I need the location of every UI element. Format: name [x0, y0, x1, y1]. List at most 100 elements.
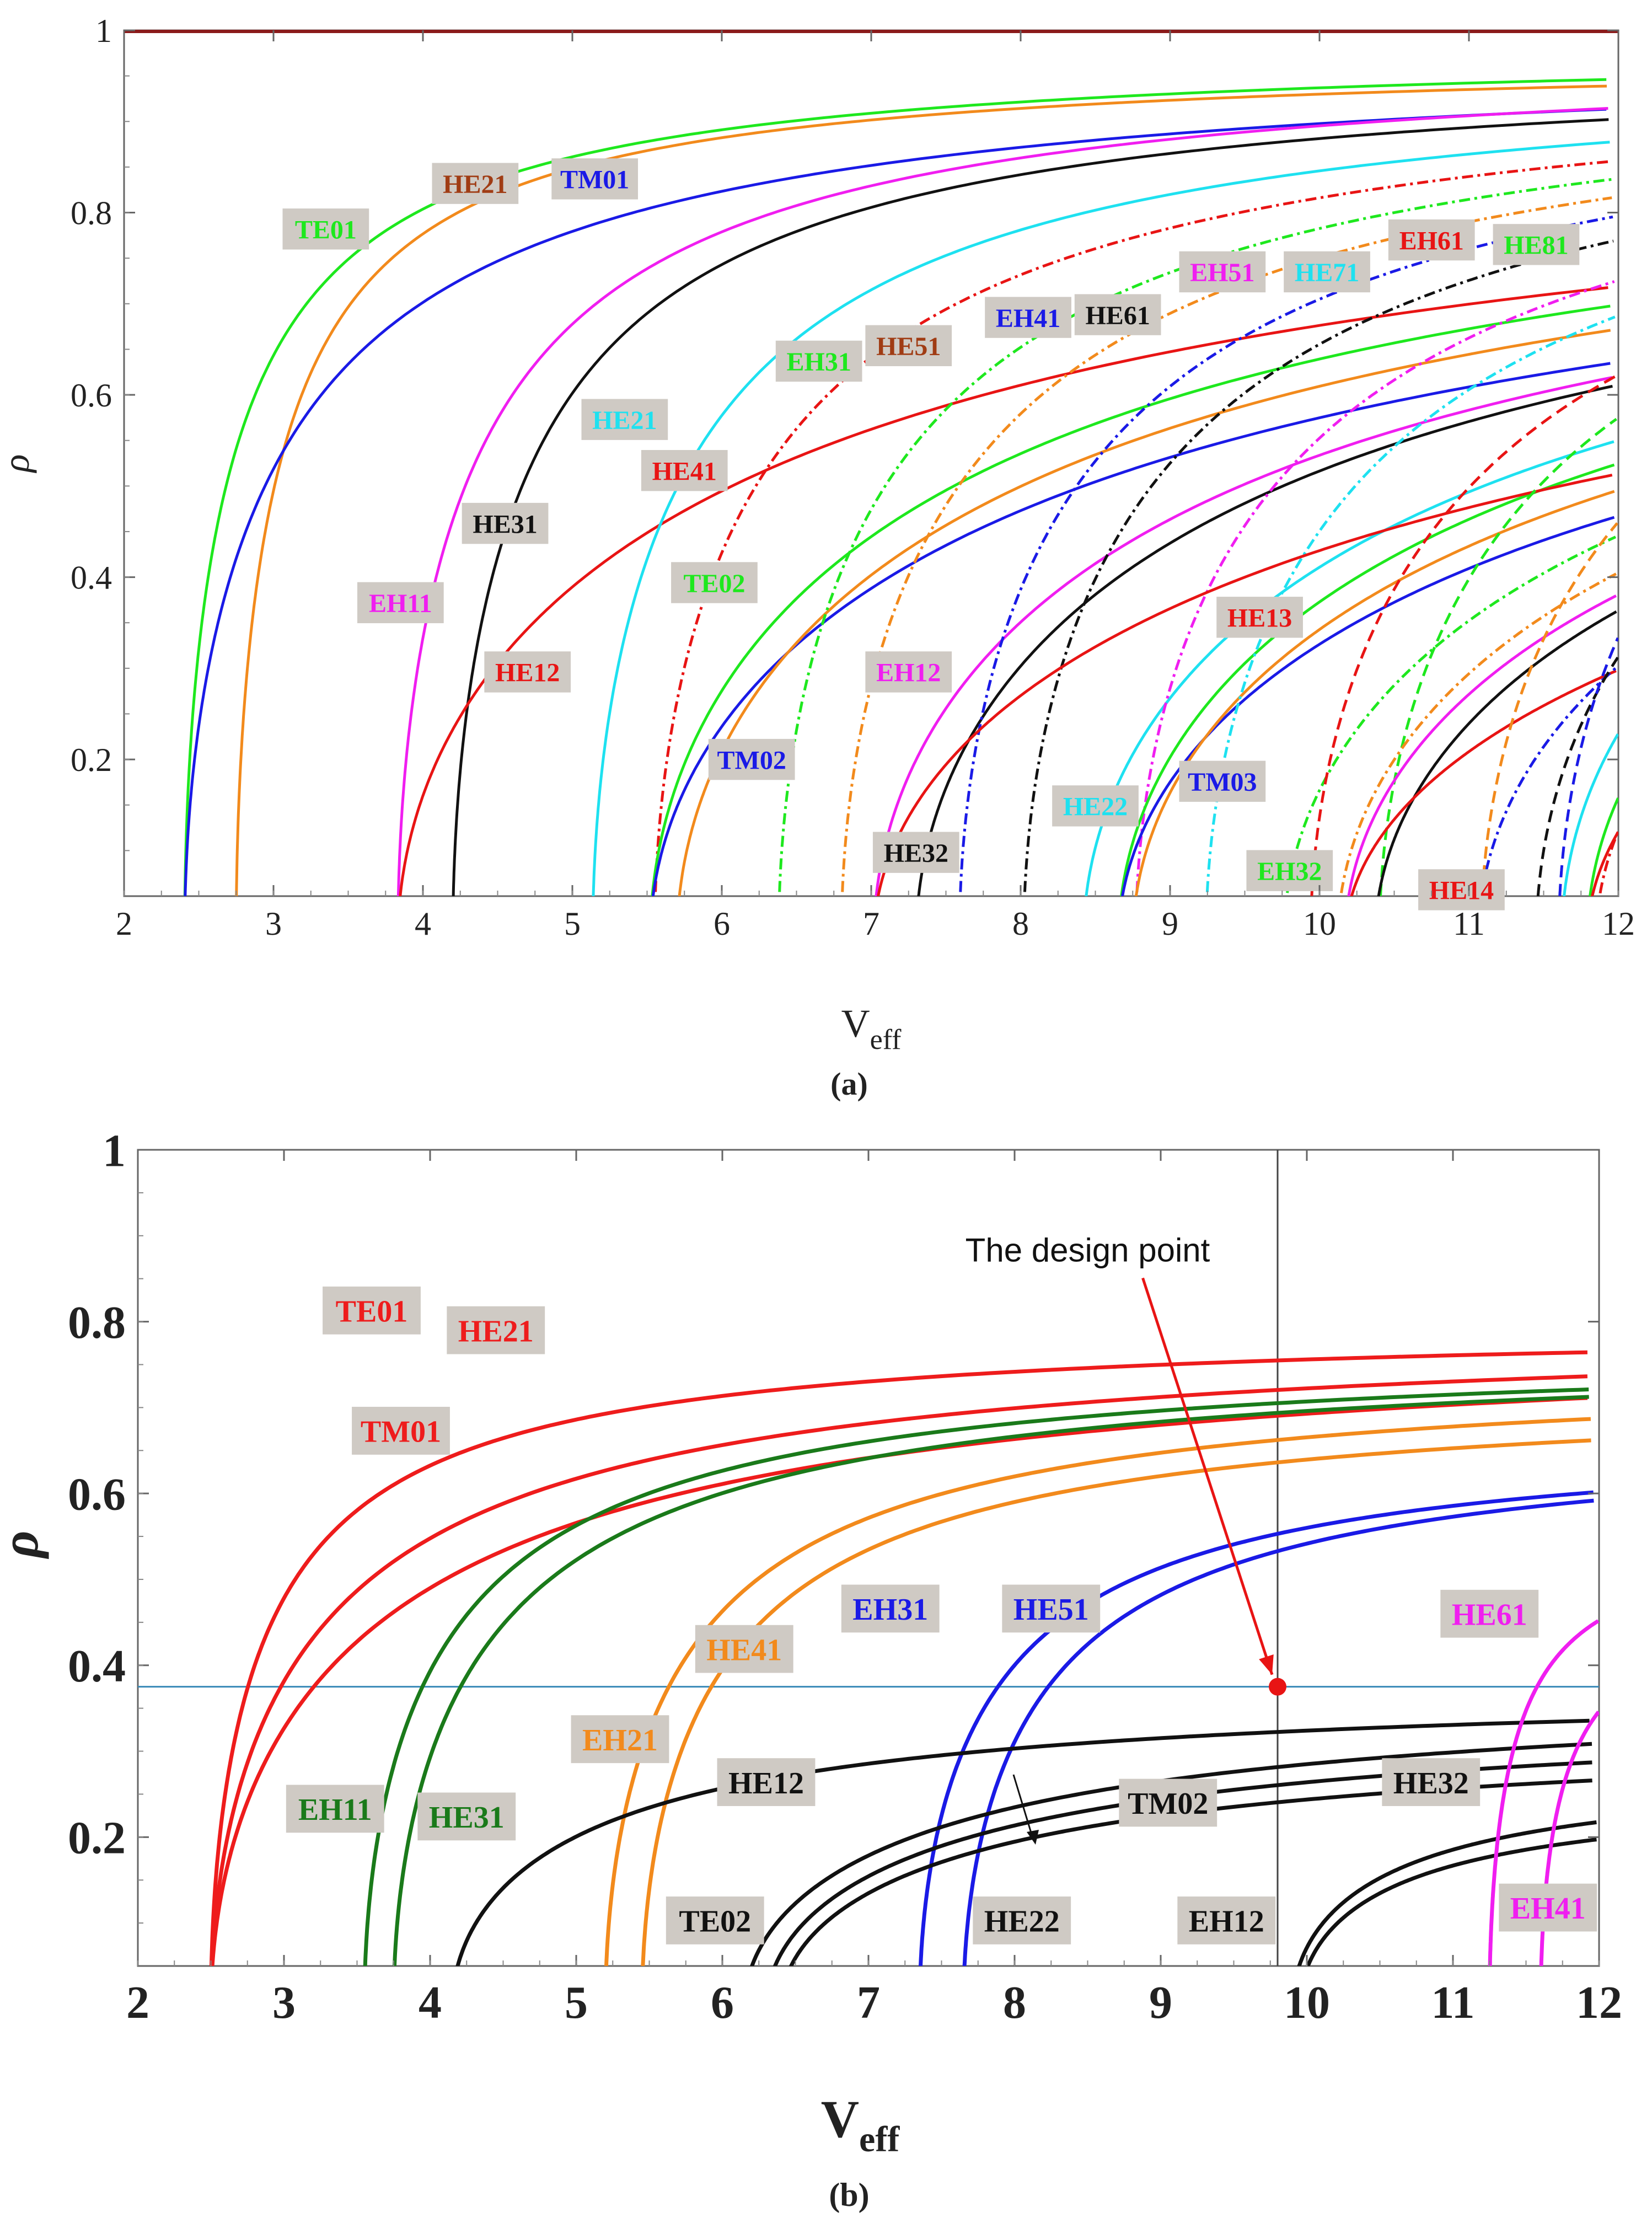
- mode-curve-tm01: [210, 1396, 1588, 1966]
- mode-label: HE51: [1002, 1584, 1101, 1633]
- mode-curve-eh31: [777, 178, 1612, 896]
- mode-curve-he22: [1085, 440, 1615, 896]
- x-tick-label: 6: [711, 1977, 734, 2028]
- mode-curve-tm03: [1121, 516, 1615, 896]
- x-tick-label: 12: [1602, 906, 1635, 942]
- mode-label: TE01: [323, 1286, 421, 1335]
- mode-label-box: [352, 1407, 450, 1455]
- mode-label-box: [1216, 597, 1303, 638]
- mode-label-text: TM03: [1188, 768, 1257, 797]
- mode-label-box: [447, 1306, 545, 1354]
- curves-b: [209, 1350, 1599, 1966]
- mode-label-box: [1179, 251, 1266, 293]
- mode-curve-eh11: [363, 1387, 1589, 1966]
- x-tick-label: 10: [1303, 906, 1336, 942]
- mode-label-box: [1284, 251, 1370, 293]
- mode-label-text: TE01: [295, 216, 357, 245]
- mode-label-box: [1499, 1883, 1597, 1932]
- mode-label: HE81: [1493, 224, 1580, 265]
- design-point-arrowhead: [1259, 1654, 1274, 1675]
- mode-label-text: EH51: [1190, 258, 1254, 287]
- y-tick-label: 0.4: [71, 560, 112, 596]
- mode-label: HE32: [1382, 1758, 1481, 1807]
- plot-area-a: [123, 29, 1619, 897]
- mode-label-box: [282, 208, 369, 250]
- mode-label: HE51: [865, 325, 952, 367]
- mode-label-box: [695, 1625, 793, 1673]
- mode-curve-he21: [210, 1374, 1588, 1966]
- mode-label: HE71: [1284, 251, 1370, 293]
- mode-curve-eh23: [1598, 831, 1618, 896]
- mode-curve-tm04: [1591, 831, 1618, 896]
- x-tick-label: 7: [863, 906, 879, 942]
- mode-curve-te01: [209, 1350, 1587, 1966]
- mode-label: HE21: [447, 1306, 545, 1354]
- mode-label-text: EH11: [369, 589, 432, 618]
- x-tick-label: 4: [415, 906, 431, 942]
- mode-curve-he71: [1205, 315, 1616, 896]
- mode-curve-he41: [641, 1438, 1591, 1966]
- x-tick-label: 2: [116, 906, 132, 942]
- mode-label-text: HE71: [1295, 258, 1359, 287]
- mode-label-box: [323, 1286, 421, 1335]
- x-axis-title-a: Veff: [841, 1001, 902, 1056]
- x-tick-label: 3: [265, 906, 282, 942]
- mode-label: TM03: [1179, 760, 1266, 802]
- mode-label-box: [973, 1896, 1071, 1944]
- mode-label-text: HE31: [473, 510, 537, 539]
- mode-label: EH21: [571, 1715, 669, 1764]
- mode-label-text: HE81: [1504, 231, 1568, 260]
- he22-pointer-head: [1027, 1830, 1039, 1845]
- mode-labels-a: TE01 HE21 TM01 EH11 HE31 HE12 HE21 HE41 TE02 TM02…: [282, 158, 1580, 910]
- mode-label: EH41: [1499, 1883, 1597, 1932]
- mode-label-text: HE32: [1393, 1766, 1469, 1801]
- mode-curve-he51: [962, 1498, 1594, 1966]
- mode-curve-he32: [917, 384, 1613, 896]
- design-point-marker: [1269, 1678, 1286, 1696]
- mode-label-text: TM01: [560, 165, 629, 195]
- mode-curve-eh13: [1347, 594, 1617, 896]
- mode-label-text: TE02: [679, 1905, 751, 1939]
- mode-label-text: EH31: [852, 1593, 928, 1627]
- mode-label-box: [865, 325, 952, 367]
- y-axis-title-b: ρ: [0, 1530, 49, 1559]
- mode-label: HE41: [641, 450, 728, 491]
- y-tick-label: 1: [95, 13, 112, 49]
- x-tick-label: 3: [272, 1977, 296, 2028]
- mode-label-text: HE12: [495, 658, 560, 688]
- mode-label: EH41: [985, 297, 1071, 338]
- mode-label: TE01: [282, 208, 369, 250]
- mode-label-text: HE41: [706, 1633, 782, 1667]
- x-tick-label: 2: [126, 1977, 149, 2028]
- mode-curve-he31: [452, 118, 1609, 896]
- mode-label-box: [551, 158, 639, 200]
- mode-curve-he43: [1536, 656, 1618, 896]
- mode-label-text: HE12: [728, 1766, 804, 1801]
- panel-label-a: (a): [830, 1066, 868, 1102]
- mode-label-text: EH11: [298, 1793, 372, 1827]
- design-point-label: The design point: [966, 1232, 1210, 1269]
- mode-label-text: EH12: [876, 658, 941, 688]
- mode-curve-eh12: [875, 376, 1613, 896]
- mode-label: TE02: [671, 562, 758, 603]
- mode-curve-he21: [592, 141, 1610, 896]
- mode-label-box: [641, 450, 728, 491]
- mode-curve-te03: [1120, 463, 1615, 896]
- mode-label-box: [432, 163, 519, 204]
- mode-label-text: TE01: [336, 1294, 408, 1328]
- mode-curve-eh61: [1310, 374, 1617, 896]
- y-tick-label: 0.8: [68, 1297, 126, 1348]
- mode-label: HE22: [973, 1896, 1071, 1944]
- mode-label-box: [872, 832, 959, 873]
- curves-a: [183, 78, 1618, 896]
- mode-curve-he22: [773, 1760, 1592, 1966]
- mode-label-text: EH31: [786, 347, 851, 377]
- mode-label-box: [985, 297, 1071, 338]
- mode-label-box: [1388, 219, 1475, 261]
- ticks-a: 2 3 4 5 6 7 8 9 10 11 12 0.2 0.4 0.6 0.8 1: [71, 13, 1635, 942]
- mode-curve-te02: [651, 304, 1611, 896]
- mode-label-text: HE41: [652, 457, 717, 486]
- mode-label: EH12: [1177, 1896, 1276, 1944]
- mode-label-box: [841, 1584, 940, 1633]
